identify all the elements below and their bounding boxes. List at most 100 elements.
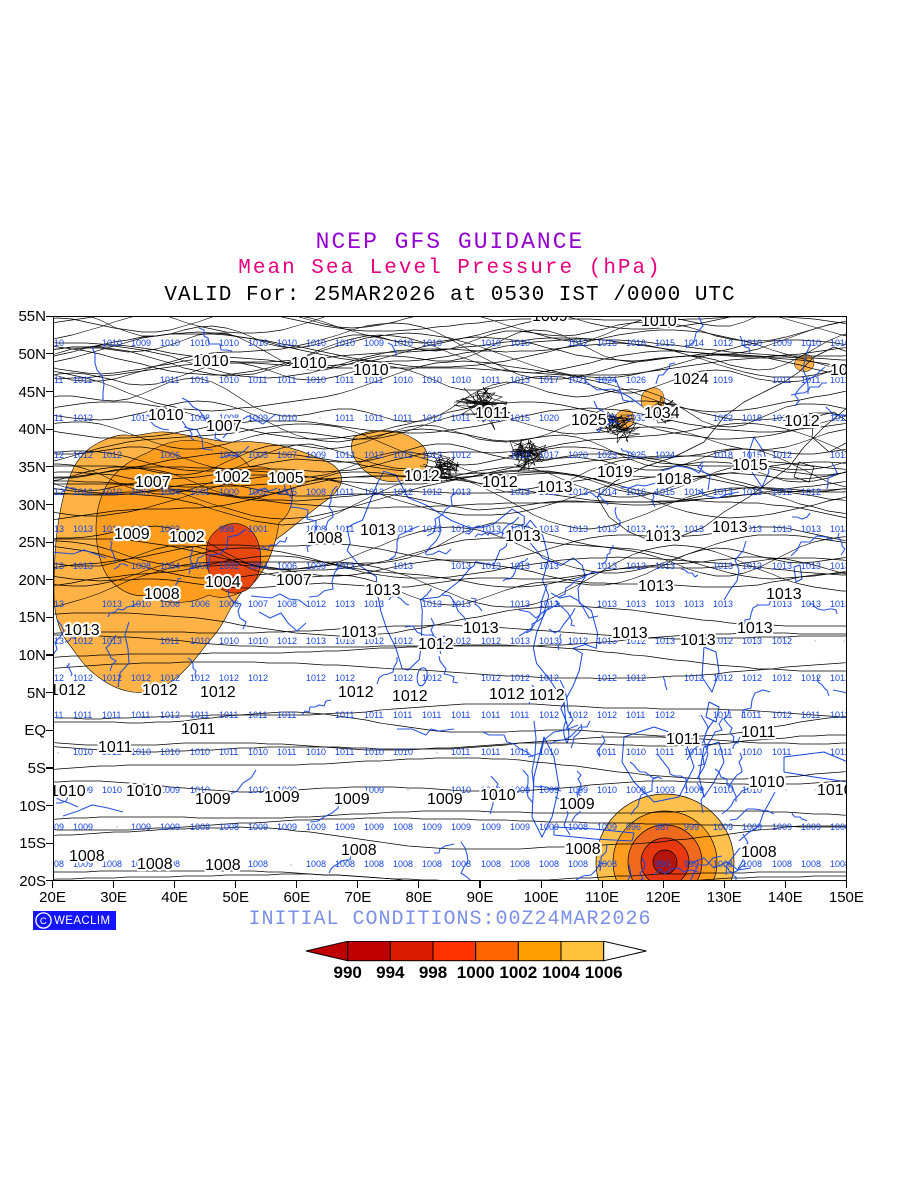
svg-text:1010: 1010 <box>102 785 122 795</box>
svg-text:1007: 1007 <box>277 450 297 460</box>
svg-text:1025: 1025 <box>571 412 607 429</box>
svg-text:1012: 1012 <box>684 673 704 683</box>
svg-text:1012: 1012 <box>306 673 326 683</box>
svg-text:1013: 1013 <box>73 561 93 571</box>
svg-text:1024: 1024 <box>673 371 709 388</box>
svg-text:1010: 1010 <box>422 338 442 348</box>
svg-text:1012: 1012 <box>54 450 64 460</box>
svg-text:1016: 1016 <box>626 338 646 348</box>
svg-text:1012: 1012 <box>510 673 530 683</box>
svg-text:1010: 1010 <box>749 774 785 791</box>
svg-text:1019: 1019 <box>713 375 733 385</box>
svg-text:1012: 1012 <box>772 673 792 683</box>
svg-text:1015: 1015 <box>655 487 675 497</box>
svg-text:1012: 1012 <box>451 450 471 460</box>
svg-text:1013: 1013 <box>655 561 675 571</box>
svg-text:1013: 1013 <box>365 582 401 599</box>
svg-text:1009: 1009 <box>568 785 588 795</box>
svg-text:1008: 1008 <box>205 857 241 874</box>
svg-text:1011: 1011 <box>277 747 296 757</box>
svg-text:1002: 1002 <box>169 529 205 546</box>
svg-text:1013: 1013 <box>481 561 501 571</box>
svg-text:1013: 1013 <box>451 524 471 534</box>
svg-text:1010: 1010 <box>306 338 326 348</box>
svg-text:1013: 1013 <box>54 561 64 571</box>
svg-text:1008: 1008 <box>219 822 239 832</box>
svg-text:1012: 1012 <box>568 636 588 646</box>
svg-text:1011: 1011 <box>713 710 732 720</box>
svg-text:1012: 1012 <box>404 468 440 485</box>
svg-text:1009: 1009 <box>190 822 210 832</box>
svg-text:1009: 1009 <box>481 822 501 832</box>
svg-text:1008: 1008 <box>335 859 355 869</box>
svg-text:1011: 1011 <box>481 375 500 385</box>
svg-text:1009: 1009 <box>801 822 821 832</box>
svg-text:998: 998 <box>419 963 447 982</box>
svg-text:1010: 1010 <box>190 338 210 348</box>
svg-text:1009: 1009 <box>160 785 180 795</box>
svg-text:1008: 1008 <box>713 859 733 869</box>
svg-text:1025: 1025 <box>626 450 646 460</box>
svg-text:1008: 1008 <box>830 822 847 832</box>
svg-text:1011: 1011 <box>451 747 470 757</box>
svg-text:1010: 1010 <box>393 747 413 757</box>
svg-text:1012: 1012 <box>364 450 384 460</box>
svg-text:1009: 1009 <box>539 785 559 795</box>
svg-text:1009: 1009 <box>364 338 384 348</box>
svg-text:1013: 1013 <box>73 524 93 534</box>
svg-text:1001: 1001 <box>248 524 268 534</box>
svg-text:1003: 1003 <box>655 785 675 795</box>
svg-text:1010: 1010 <box>160 338 180 348</box>
svg-text:1007: 1007 <box>276 572 312 589</box>
svg-text:1013: 1013 <box>102 599 122 609</box>
svg-text:1010: 1010 <box>102 487 122 497</box>
svg-text:1013: 1013 <box>539 599 559 609</box>
svg-text:1013: 1013 <box>742 561 762 571</box>
svg-text:1013: 1013 <box>568 524 588 534</box>
svg-text:1012: 1012 <box>54 487 64 497</box>
svg-text:1013: 1013 <box>539 636 559 646</box>
svg-text:1012: 1012 <box>489 686 525 703</box>
svg-text:1010: 1010 <box>597 785 617 795</box>
svg-text:1012: 1012 <box>772 636 792 646</box>
svg-text:1013: 1013 <box>539 561 559 571</box>
svg-text:1012: 1012 <box>772 487 792 497</box>
svg-text:1011: 1011 <box>481 747 500 757</box>
svg-text:1012: 1012 <box>277 636 297 646</box>
svg-text:1009: 1009 <box>248 413 268 423</box>
svg-text:1011: 1011 <box>277 710 296 720</box>
svg-text:1010: 1010 <box>248 747 268 757</box>
svg-text:1009: 1009 <box>532 317 568 325</box>
svg-text:1009: 1009 <box>131 338 151 348</box>
svg-text:1012: 1012 <box>481 673 501 683</box>
svg-text:1012: 1012 <box>422 413 442 423</box>
svg-text:1009: 1009 <box>55 317 91 318</box>
svg-text:1009: 1009 <box>684 785 704 795</box>
svg-text:1010: 1010 <box>219 636 239 646</box>
svg-text:1010: 1010 <box>451 375 471 385</box>
svg-text:1010: 1010 <box>148 407 184 424</box>
svg-text:1014: 1014 <box>597 487 617 497</box>
svg-text:1013: 1013 <box>655 599 675 609</box>
svg-text:1011: 1011 <box>73 710 92 720</box>
svg-text:1012: 1012 <box>713 338 733 348</box>
svg-text:1010: 1010 <box>353 362 389 379</box>
svg-text:1010: 1010 <box>830 338 847 348</box>
svg-text:1010: 1010 <box>539 747 559 757</box>
svg-text:1012: 1012 <box>529 687 565 704</box>
svg-text:1013: 1013 <box>638 578 674 595</box>
svg-text:1005: 1005 <box>268 470 304 487</box>
svg-text:1011: 1011 <box>248 375 267 385</box>
svg-text:1013: 1013 <box>510 561 530 571</box>
svg-text:1013: 1013 <box>597 561 617 571</box>
svg-text:1011: 1011 <box>160 375 179 385</box>
svg-text:1007: 1007 <box>135 474 171 491</box>
svg-text:1010: 1010 <box>306 375 326 385</box>
svg-text:1012: 1012 <box>801 673 821 683</box>
svg-text:998: 998 <box>219 524 234 534</box>
svg-text:1010: 1010 <box>393 338 413 348</box>
svg-text:1026: 1026 <box>626 375 646 385</box>
svg-text:1011: 1011 <box>160 636 179 646</box>
svg-text:1009: 1009 <box>131 822 151 832</box>
svg-text:1013: 1013 <box>422 524 442 534</box>
